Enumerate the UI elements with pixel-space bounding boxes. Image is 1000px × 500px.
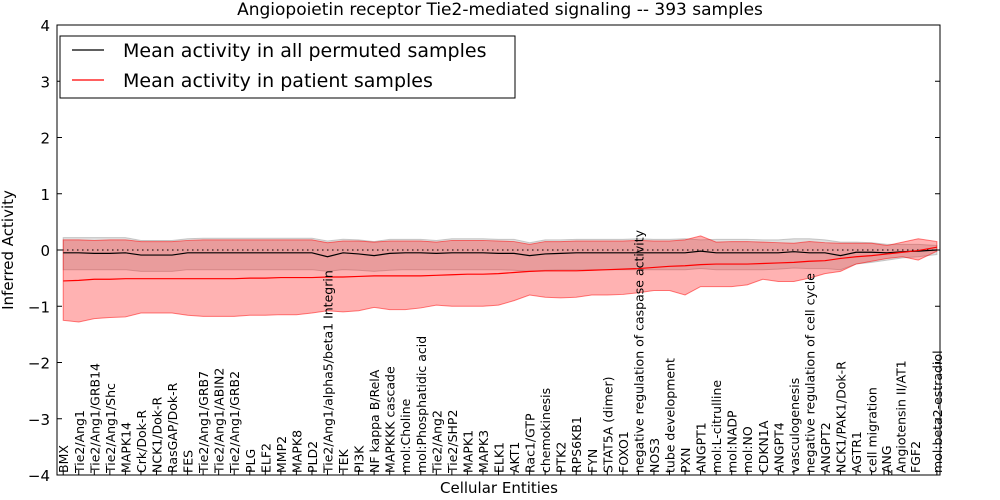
x-axis-label: Cellular Entities xyxy=(440,479,558,497)
patient-range-band xyxy=(62,235,938,323)
x-tick-label: ANG xyxy=(879,445,894,473)
x-tick-label: MMP2 xyxy=(274,436,289,473)
x-tick-label: chemokinesis xyxy=(538,388,553,473)
x-tick-label: ANGPT2 xyxy=(818,422,833,473)
x-tick-label: ANGPT1 xyxy=(694,422,709,473)
x-tick-label: NCK1/Dok-R xyxy=(149,397,164,473)
y-tick-label: −2 xyxy=(28,355,50,373)
permuted-mean-line xyxy=(63,249,937,258)
x-tick-label: PI3K xyxy=(352,445,367,473)
x-tick-label: tube development xyxy=(663,358,678,473)
patient-mean-line xyxy=(63,246,937,282)
x-tick-label: NOS3 xyxy=(647,438,662,473)
x-tick-label: mol:Phosphatidic acid xyxy=(414,336,429,473)
x-tick-label: MAPK8 xyxy=(289,430,304,473)
y-tick-label: −3 xyxy=(28,411,50,429)
x-tick-label: vasculogenesis xyxy=(787,378,802,473)
x-tick-label: ELK1 xyxy=(492,442,507,473)
y-axis-label: Inferred Activity xyxy=(0,190,17,310)
x-tick-label: ELF2 xyxy=(258,443,273,473)
plot-frame xyxy=(56,24,941,476)
x-tick-label: Tie2/Ang1/GRB14 xyxy=(87,363,102,474)
x-tick-label: MAPK1 xyxy=(460,430,475,473)
x-tick-label: Tie2/Ang1/Shc xyxy=(103,383,118,474)
x-tick-label: negative regulation of cell cycle xyxy=(802,273,817,473)
x-tick-label: TEK xyxy=(336,448,351,474)
x-tick-label: Rac1/GTP xyxy=(523,413,538,473)
y-tick-label: 0 xyxy=(40,242,50,260)
x-tick-label: BMX xyxy=(56,445,71,473)
x-tick-label: AGTR1 xyxy=(849,431,864,473)
legend-label-permuted: Mean activity in all permuted samples xyxy=(123,40,486,62)
legend: Mean activity in all permuted samples Me… xyxy=(59,35,516,99)
x-tick-label: mol:NADP xyxy=(725,410,740,473)
x-tick-label: CDKN1A xyxy=(756,420,771,473)
x-tick-label: Tie2/Ang1/GRB7 xyxy=(196,371,211,474)
x-tick-label: FES xyxy=(181,450,196,473)
y-tick-label: −4 xyxy=(28,467,50,485)
x-tick-label: Tie2/Ang1 xyxy=(72,410,87,474)
x-tick-label: mol:NO xyxy=(740,426,755,473)
x-tick-label: mol:Choline xyxy=(398,398,413,473)
x-tick-label: Tie2/Ang1/alpha5/beta1 Integrin xyxy=(320,270,335,474)
y-tick-label: −1 xyxy=(28,298,50,316)
permuted-range-band xyxy=(62,237,938,272)
x-tick-label: mol:beta2-estradiol xyxy=(930,350,945,473)
x-tick-label: ANGPT4 xyxy=(771,422,786,473)
x-tick-label: PXN xyxy=(678,448,693,473)
x-tick-label: Tie2/Ang1/GRB2 xyxy=(227,371,242,474)
x-tick-label: negative regulation of caspase activity xyxy=(631,229,646,473)
x-tick-label: Tie2/Ang2 xyxy=(429,410,444,474)
x-tick-label: cell migration xyxy=(865,387,880,473)
x-tick-label: Angiotensin II/AT1 xyxy=(894,360,909,473)
x-tick-label: PLG xyxy=(243,449,258,473)
x-tick-label: AKT1 xyxy=(507,442,522,473)
x-tick-label: NCK1/PAK1/Dok-R xyxy=(834,361,849,473)
x-tick-label: RPS6KB1 xyxy=(569,416,584,473)
x-tick-label: NF kappa B/RelA xyxy=(367,369,382,473)
x-tick-label: PTK2 xyxy=(554,442,569,473)
x-tick-label: PLD2 xyxy=(305,441,320,473)
x-tick-label: RasGAP/Dok-R xyxy=(165,382,180,473)
legend-label-patient: Mean activity in patient samples xyxy=(123,70,433,92)
x-tick-label: FGF2 xyxy=(908,441,923,473)
x-tick-label: Crk/Dok-R xyxy=(134,410,149,473)
x-tick-label: FOXO1 xyxy=(616,431,631,473)
x-tick-label: MAPKKK cascade xyxy=(383,366,398,473)
y-tick-label: 2 xyxy=(40,130,50,148)
x-tick-label: STAT5A (dimer) xyxy=(600,377,615,473)
y-tick-label: 4 xyxy=(40,17,50,35)
x-tick-label: MAPK3 xyxy=(476,430,491,473)
y-tick-label: 3 xyxy=(40,73,50,91)
chart-title: Angiopoietin receptor Tie2-mediated sign… xyxy=(237,0,763,20)
y-tick-label: 1 xyxy=(40,186,50,204)
x-tick-label: Tie2/Ang1/ABIN2 xyxy=(212,368,227,474)
x-tick-label: Tie2/SHP2 xyxy=(445,410,460,474)
x-tick-label: FYN xyxy=(585,449,600,473)
x-tick-label: MAPK14 xyxy=(118,422,133,473)
x-tick-label: mol:L-citrulline xyxy=(709,380,724,473)
